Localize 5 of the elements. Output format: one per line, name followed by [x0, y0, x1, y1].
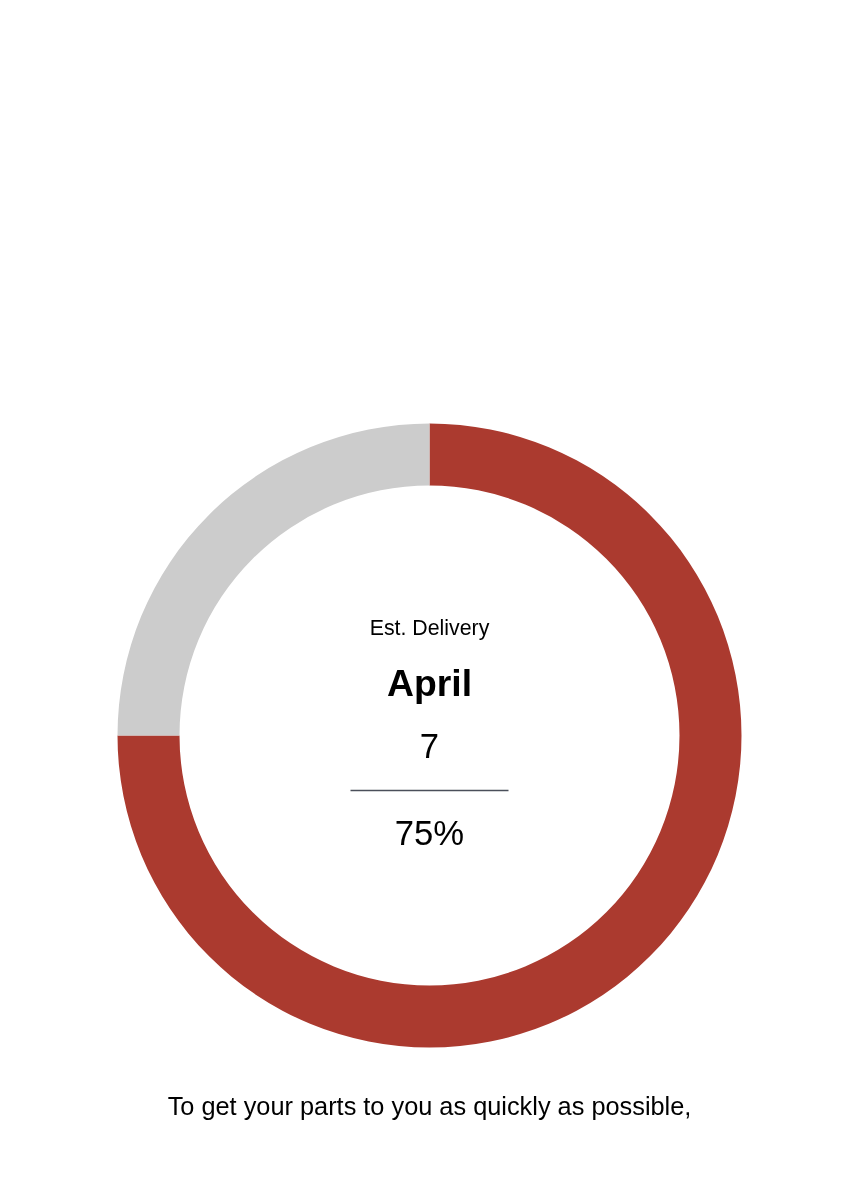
text: April	[386, 661, 473, 704]
text: Est. Delivery	[369, 615, 490, 640]
data-label: 75%	[394, 813, 465, 852]
text: To get your parts to you as quickly as possible,	[167, 1091, 692, 1120]
text: 7	[419, 726, 440, 765]
